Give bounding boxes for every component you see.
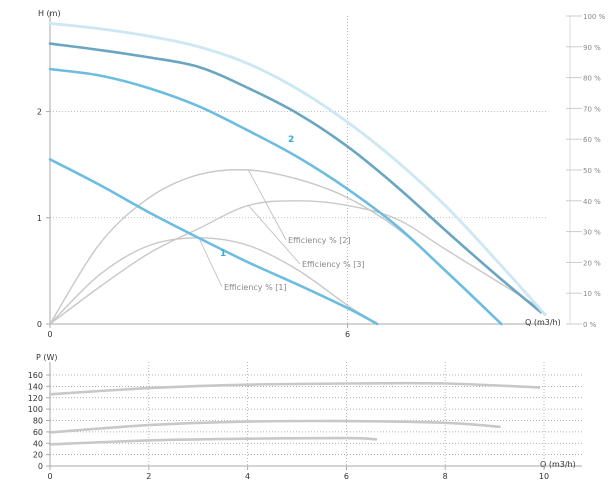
power-curve — [48, 436, 378, 446]
efficiency-label: Efficiency % [1] — [224, 283, 287, 292]
y-tick-label-power: 80 — [33, 417, 43, 426]
efficiency-label-leader — [248, 205, 301, 265]
y-tick-label-head: 0 — [37, 320, 42, 329]
head-curve — [48, 42, 543, 314]
y-tick-label-power: 160 — [28, 371, 43, 380]
power-curve — [48, 419, 501, 434]
efficiency-tick-label: 0 % — [583, 321, 597, 329]
top-axes — [49, 12, 571, 325]
efficiency-label-leader — [198, 237, 223, 288]
power-chart: P (W) Q (m3/h) 0 20 40 60 80 100 120 140 160 0 2 4 6… — [28, 353, 582, 481]
efficiency-label: Efficiency % [2] — [288, 236, 351, 245]
bottom-grid — [50, 362, 582, 466]
efficiency-tick-label: 80 % — [583, 75, 601, 83]
y-axis-title-power: P (W) — [36, 353, 58, 362]
efficiency-tick-label: 30 % — [583, 229, 601, 237]
x-tick-label-bottom: 6 — [344, 472, 349, 481]
x-tick-label-top: 0 — [47, 330, 52, 339]
y-tick-label-power: 40 — [33, 439, 43, 448]
efficiency-curve — [49, 237, 378, 325]
power-curve — [48, 381, 541, 396]
y-tick-label-power: 20 — [33, 451, 43, 460]
x-tick-label-bottom: 2 — [146, 472, 151, 481]
efficiency-tick-label: 40 % — [583, 198, 601, 206]
x-axis-title-top: Q (m3/h) — [525, 318, 561, 327]
head-curve — [48, 21, 548, 317]
efficiency-tick-label: 20 % — [583, 259, 601, 267]
efficiency-tick-label: 10 % — [583, 290, 601, 298]
y-tick-label-power: 0 — [38, 462, 43, 471]
x-axis-title-bottom: Q (m3/h) — [540, 460, 576, 469]
bottom-axes — [49, 362, 582, 467]
head-curve-number: 1 — [220, 249, 226, 259]
efficiency-tick-label: 70 % — [583, 105, 601, 113]
x-tick-label-bottom: 8 — [443, 472, 448, 481]
efficiency-tick-label: 90 % — [583, 44, 601, 52]
y-tick-label-head: 2 — [37, 108, 42, 117]
head-curve-number: 2 — [288, 135, 294, 145]
bottom-tick-labels: 0 20 40 60 80 100 120 140 160 0 2 4 6 8 10 — [28, 371, 549, 481]
power-curves — [48, 381, 541, 446]
y-tick-label-power: 120 — [28, 394, 43, 403]
head-curve — [48, 158, 379, 326]
head-curves: 12 — [48, 21, 548, 326]
efficiency-tick-label: 100 % — [583, 13, 606, 21]
efficiency-curve — [49, 200, 542, 325]
head-curve — [48, 67, 503, 326]
top-grid — [50, 16, 546, 324]
y-tick-label-power: 100 — [28, 405, 43, 414]
efficiency-tick-label: 50 % — [583, 167, 601, 175]
efficiency-tick-label: 60 % — [583, 136, 601, 144]
x-tick-label-top: 6 — [345, 330, 350, 339]
x-tick-label-bottom: 4 — [245, 472, 250, 481]
x-tick-label-bottom: 0 — [47, 472, 52, 481]
y-tick-label-power: 60 — [33, 428, 43, 437]
efficiency-label-leader — [248, 169, 287, 241]
y-tick-label-power: 140 — [28, 382, 43, 391]
y-axis-title-head: H (m) — [38, 9, 61, 18]
head-efficiency-chart: Efficiency % [1] Efficiency % [2] Efficien… — [37, 9, 606, 339]
efficiency-curves: Efficiency % [1] Efficiency % [2] Efficien… — [49, 169, 542, 325]
efficiency-label: Efficiency % [3] — [302, 260, 365, 269]
x-tick-label-bottom: 10 — [539, 472, 549, 481]
y-tick-label-head: 1 — [37, 214, 42, 223]
